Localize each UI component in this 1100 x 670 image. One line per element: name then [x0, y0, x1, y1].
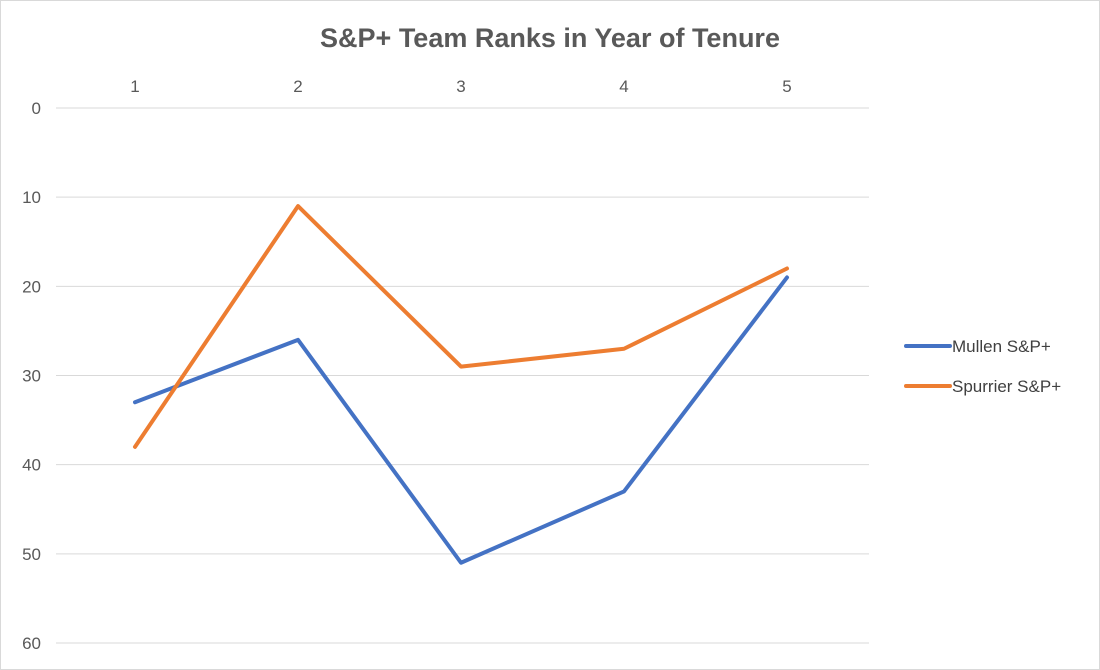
series-line-1: [133, 275, 789, 565]
x-tick-label: 3: [456, 77, 465, 96]
y-tick-label: 0: [32, 99, 41, 118]
x-tick-label: 1: [130, 77, 139, 96]
axis-ticks: 0 10 20 30 40 50 60 1 2 3 4 5: [22, 77, 792, 653]
y-tick-label: 30: [22, 367, 41, 386]
y-tick-label: 20: [22, 277, 41, 296]
x-tick-label: 2: [293, 77, 302, 96]
legend-label: Spurrier S&P+: [952, 377, 1061, 396]
y-tick-label: 40: [22, 456, 41, 475]
x-tick-label: 5: [782, 77, 791, 96]
y-tick-label: 60: [22, 634, 41, 653]
legend: Mullen S&P+ Spurrier S&P+: [904, 337, 1061, 396]
legend-label: Mullen S&P+: [952, 337, 1051, 356]
gridlines: [56, 107, 869, 644]
y-tick-label: 50: [22, 545, 41, 564]
series-line-2: [133, 204, 789, 449]
chart-title: S&P+ Team Ranks in Year of Tenure: [320, 23, 780, 53]
series-lines: [133, 204, 789, 565]
x-tick-label: 4: [619, 77, 628, 96]
y-tick-label: 10: [22, 188, 41, 207]
